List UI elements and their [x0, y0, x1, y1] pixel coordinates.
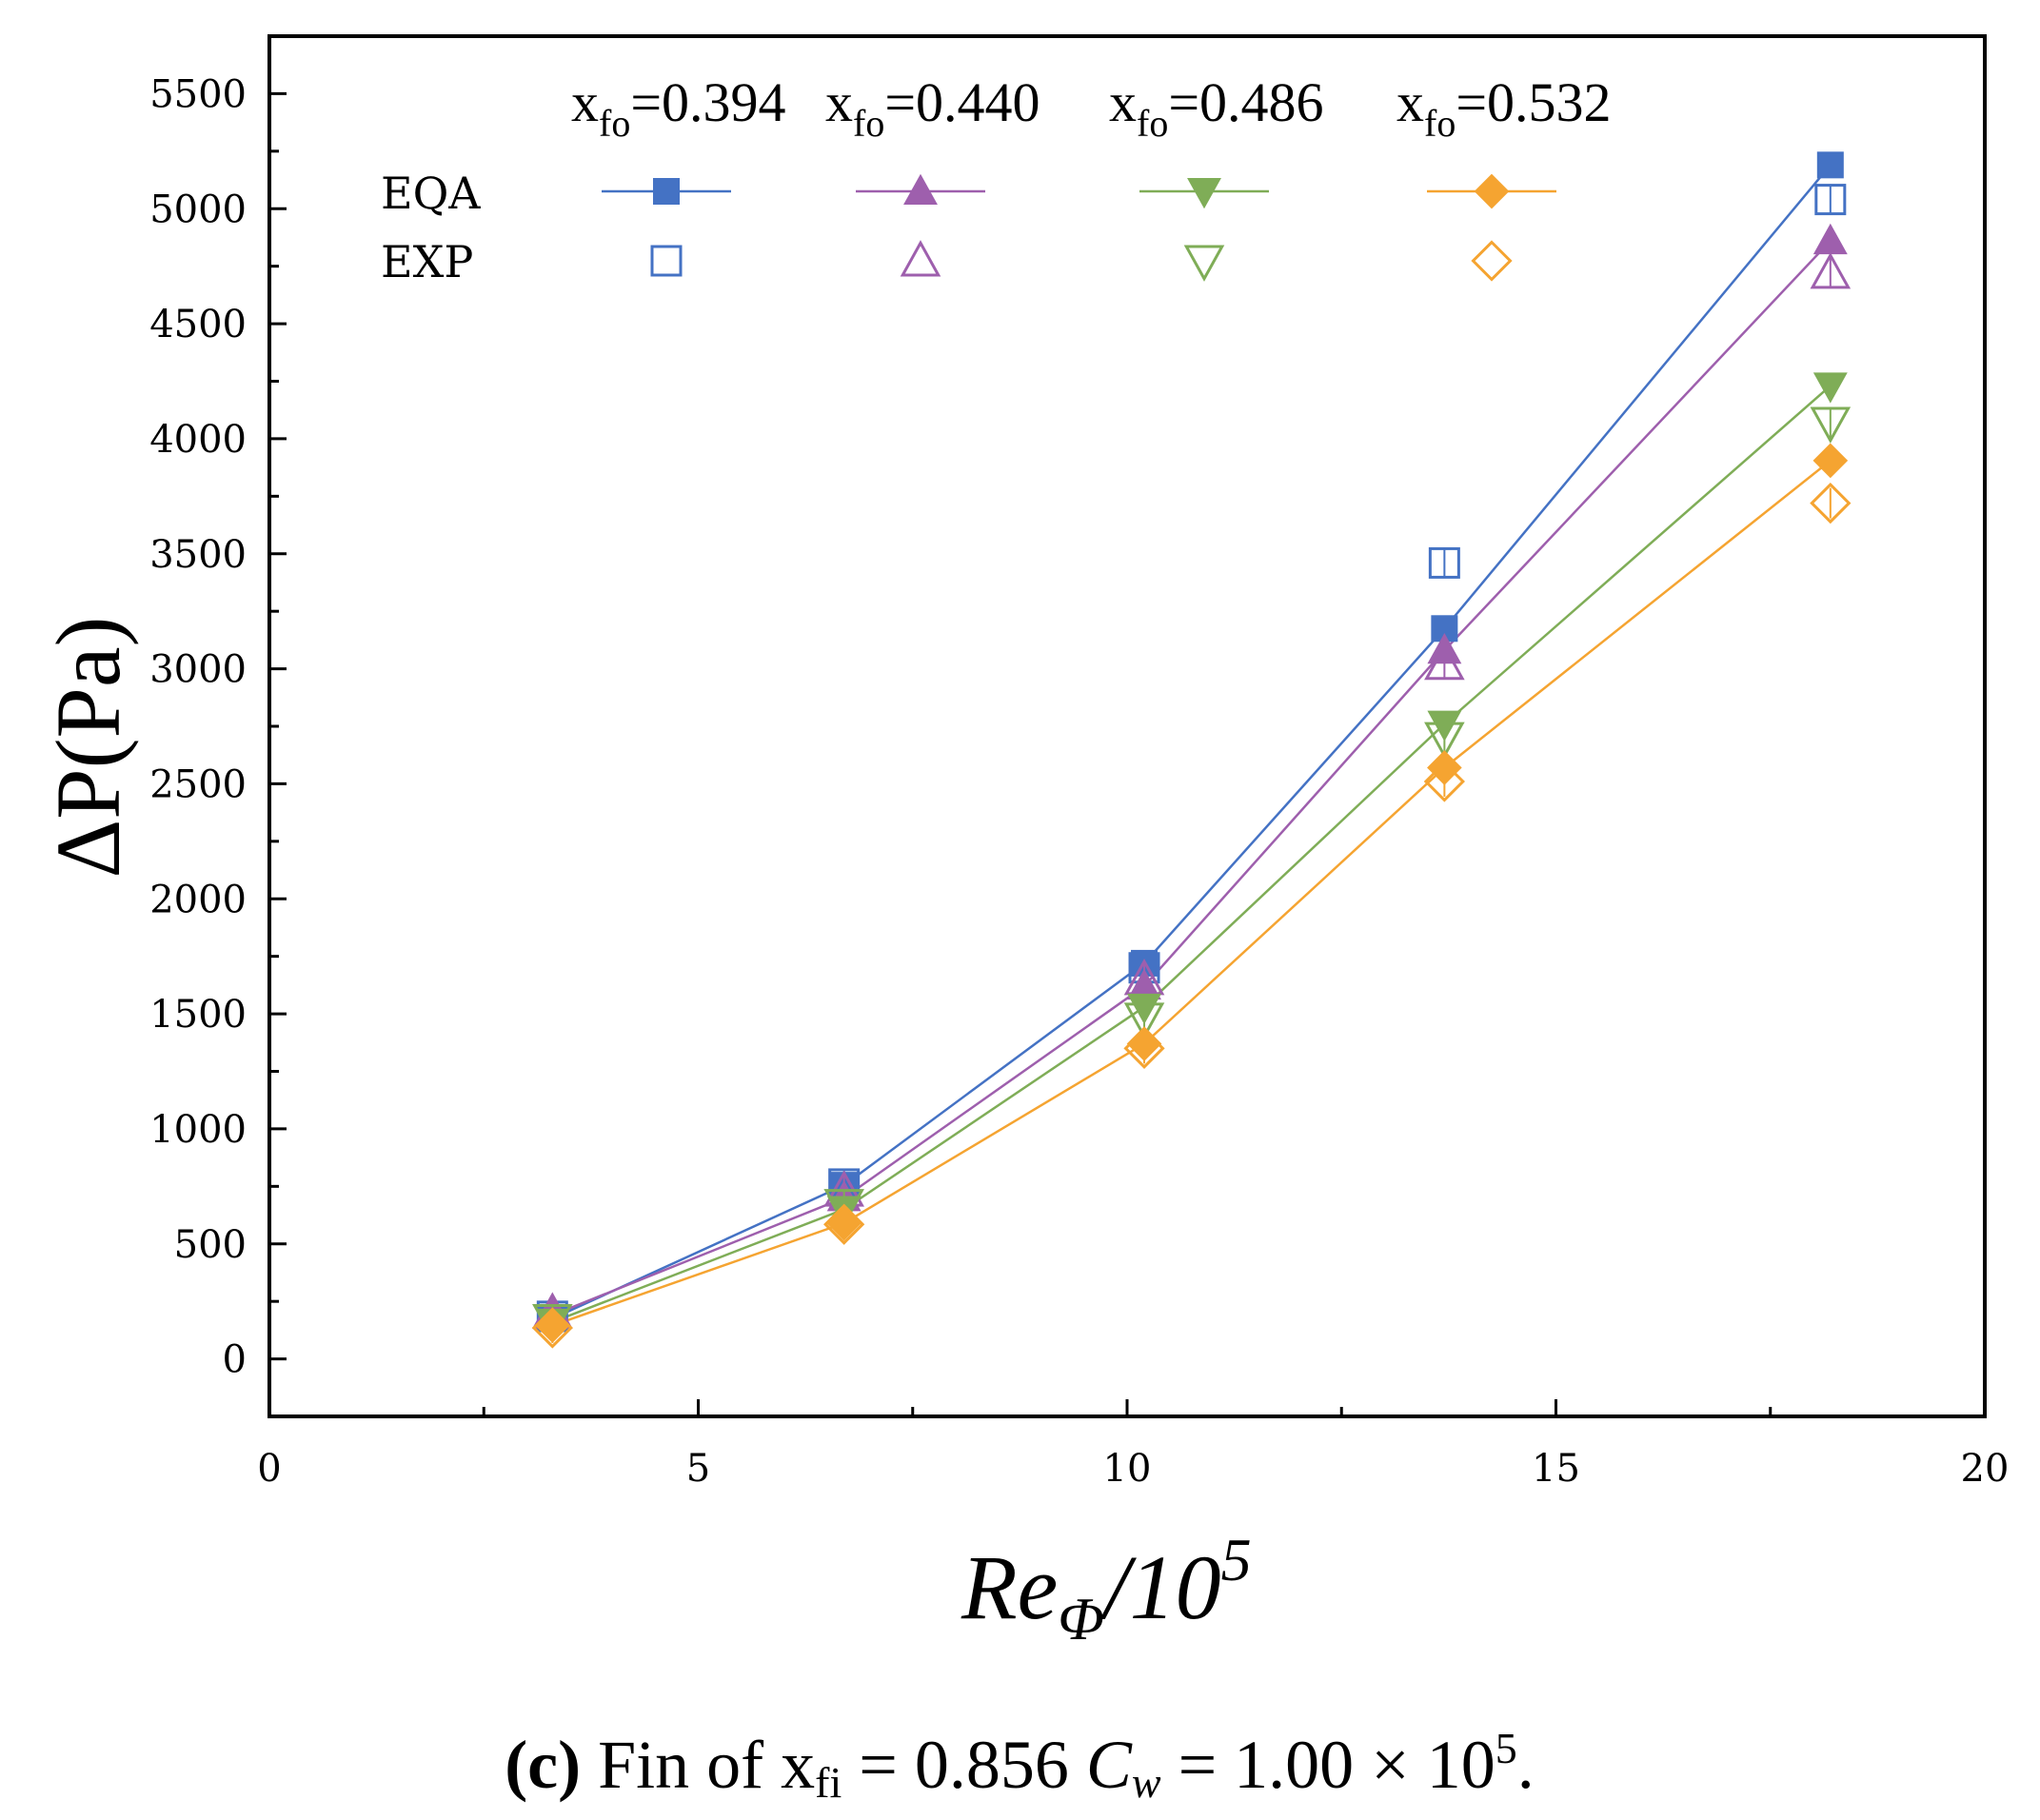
y-tick-label: 0 [223, 1338, 247, 1382]
legend-title-subscript: fo [1137, 102, 1168, 145]
legend-title-prefix: x [1109, 71, 1137, 133]
series-3-eqa-point [1127, 993, 1161, 1025]
series-4-exp-point [1423, 761, 1465, 802]
x-tick-label: 10 [1103, 1447, 1152, 1491]
legend-row-label-eqa: EQA [381, 168, 481, 219]
y-tick-label: 2000 [149, 878, 247, 921]
legend-title-value: =0.440 [884, 71, 1040, 133]
series-1-eqa-line [551, 164, 1832, 1320]
y-axis-title: ΔP(Pa) [37, 616, 139, 878]
axes: 0 5 10 15 20 0 500 1000 1500 2000 2500 3000 3500 4000… [149, 34, 2010, 1491]
series-3-eqa-point [1427, 710, 1462, 742]
legend-title-subscript: fo [1424, 102, 1456, 145]
legend-title-3: xfo=0.486 [1109, 71, 1324, 145]
legend-title-subscript: fo [853, 102, 884, 145]
series-4-eqa-point [535, 1308, 570, 1343]
caption-text-1: Fin of x [581, 1727, 815, 1803]
series-2-eqa-point [1427, 632, 1462, 664]
legend-eqa-marker-3 [1187, 178, 1221, 209]
y-tick-label: 4500 [149, 303, 247, 346]
series-markers [531, 151, 1852, 1349]
legend-eqa-marker-4 [1474, 173, 1510, 209]
caption-text-4: . [1517, 1727, 1535, 1803]
legend-title-1: xfo=0.394 [571, 71, 786, 145]
caption-cw-sub: w [1132, 1758, 1161, 1807]
series-4-eqa-point [1812, 443, 1849, 479]
legend-title-4: xfo=0.532 [1396, 71, 1612, 145]
y-tick-label: 3000 [149, 648, 247, 692]
legend-exp-marker-2 [900, 240, 941, 277]
series-4-eqa-line [551, 459, 1832, 1327]
x-axis-title-sup: 5 [1221, 1526, 1252, 1593]
y-tick-label: 1000 [149, 1108, 247, 1152]
series-1-exp-point [1814, 184, 1847, 216]
series-lines [551, 164, 1832, 1327]
series-4-eqa-point [826, 1205, 862, 1241]
x-tick-label: 5 [686, 1447, 710, 1491]
y-tick-label: 3500 [149, 533, 247, 577]
x-tick-label: 20 [1961, 1447, 2010, 1491]
plot-frame [267, 34, 1987, 1418]
y-tick-label: 2500 [149, 762, 247, 806]
legend-title-value: =0.394 [630, 71, 785, 133]
x-tick-label: 0 [257, 1447, 281, 1491]
x-axis-title-sub: Φ [1058, 1585, 1104, 1652]
legend-title-value: =0.486 [1168, 71, 1323, 133]
legend-title-value: =0.532 [1456, 71, 1611, 133]
legend-title-prefix: x [571, 71, 599, 133]
legend-title-2: xfo=0.440 [825, 71, 1040, 145]
legend-exp-marker-1 [650, 245, 683, 277]
y-tick-label: 5000 [149, 188, 247, 231]
series-2-exp-point [1810, 252, 1852, 289]
series-4-exp-point [1810, 482, 1852, 524]
legend-eqa-marker-1 [653, 178, 680, 205]
x-axis-title: ReΦ/105 [961, 1526, 1252, 1652]
series-1-exp-point [1428, 546, 1460, 579]
y-tick-label: 5500 [149, 72, 247, 116]
legend-title-subscript: fo [599, 102, 630, 145]
y-tick-label: 500 [174, 1223, 247, 1267]
series-2-eqa-point [1812, 223, 1848, 255]
legend-eqa-marker-2 [903, 173, 938, 205]
legend-row-label-exp: EXP [381, 236, 473, 287]
caption-text-2: = 0.856 [842, 1727, 1086, 1803]
x-tick-label: 15 [1532, 1447, 1580, 1491]
legend-title-prefix: x [1396, 71, 1424, 133]
caption-sub-1: fi [815, 1758, 842, 1807]
legend: xfo=0.394 xfo=0.440 xfo=0.486 xfo=0.532EQAE… [381, 71, 1612, 287]
series-3-eqa-point [1812, 372, 1848, 404]
caption-text-3: = 1.00 × 10 [1161, 1727, 1495, 1803]
caption-cw: C [1086, 1727, 1133, 1803]
x-axis-title-main: Re [961, 1536, 1058, 1638]
legend-exp-marker-4 [1471, 240, 1513, 282]
series-1-eqa-point [1816, 151, 1844, 179]
legend-exp-marker-3 [1183, 245, 1225, 282]
y-tick-label: 1500 [149, 993, 247, 1037]
series-3-eqa-line [551, 385, 1832, 1324]
series-2-eqa-line [551, 240, 1832, 1316]
series-4-eqa-point [1126, 1026, 1162, 1061]
x-axis-title-rest: /10 [1099, 1536, 1221, 1638]
figure-caption: (c) Fin of xfi = 0.856 Cw = 1.00 × 105. [505, 1724, 1535, 1807]
y-tick-label: 4000 [149, 418, 247, 462]
caption-label: (c) [505, 1727, 581, 1803]
caption-sup: 5 [1495, 1724, 1517, 1772]
series-4-eqa-point [1427, 750, 1462, 785]
legend-title-prefix: x [825, 71, 853, 133]
series-3-exp-point [1810, 406, 1852, 444]
